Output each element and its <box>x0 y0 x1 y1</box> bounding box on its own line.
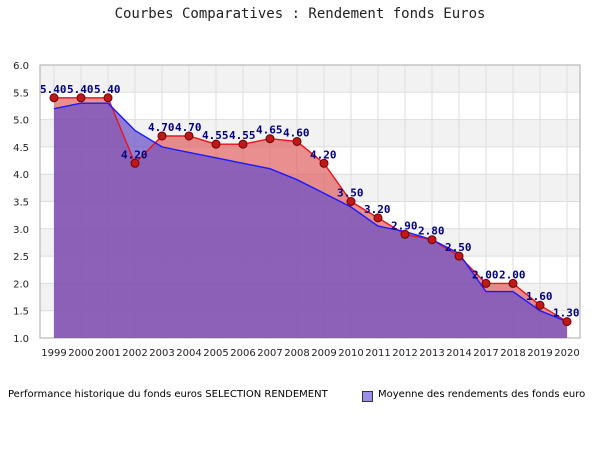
markers-selection-rendement <box>49 93 572 327</box>
data-label: 2.00 <box>472 268 499 281</box>
x-tick-label: 2003 <box>149 348 174 359</box>
legend-swatch-moyenne <box>362 391 373 402</box>
data-point <box>481 278 491 288</box>
x-tick-label: 2005 <box>203 348 228 359</box>
data-label: 4.70 <box>175 121 202 134</box>
data-point <box>103 93 113 103</box>
data-labels: 5.40 5.40 5.404.204.70 4.704.55 4.55 4.65 4.60… <box>40 83 580 320</box>
legend: Performance historique du fonds euros SE… <box>8 389 600 405</box>
x-tick-label: 2014 <box>446 348 471 359</box>
data-point <box>400 229 410 239</box>
data-point <box>454 251 464 261</box>
x-tick-label: 2000 <box>68 348 93 359</box>
y-tick-label: 4.5 <box>13 143 29 154</box>
data-label: 5.40 <box>40 83 67 96</box>
data-label: 4.55 <box>202 129 229 142</box>
data-label: 3.50 <box>337 187 364 200</box>
data-label: 1.60 <box>526 290 553 303</box>
legend-label-moyenne: Moyenne des rendements des fonds euro <box>378 389 586 400</box>
x-tick-label: 1999 <box>41 348 66 359</box>
data-label: 4.60 <box>283 126 310 139</box>
x-tick-label: 2013 <box>419 348 444 359</box>
data-label: 4.55 <box>229 129 256 142</box>
data-label: 5.40 <box>94 83 121 96</box>
y-tick-label: 5.5 <box>13 88 29 99</box>
line-moyenne <box>53 102 568 323</box>
area-moyenne <box>54 103 567 338</box>
data-point <box>292 136 302 146</box>
grid-band <box>40 65 580 93</box>
x-tick-label: 2019 <box>527 348 552 359</box>
y-tick-label: 2.5 <box>13 252 29 263</box>
x-tick-label: 2010 <box>338 348 363 359</box>
data-point <box>184 131 194 141</box>
y-tick-label: 3.5 <box>13 198 29 209</box>
chart-title: Courbes Comparatives : Rendement fonds E… <box>114 6 486 22</box>
data-label: 3.20 <box>364 203 391 216</box>
data-point <box>49 93 59 103</box>
x-tick-label: 2004 <box>176 348 201 359</box>
x-tick-label: 2017 <box>473 348 498 359</box>
data-label: 2.80 <box>418 225 445 238</box>
data-point <box>130 158 140 168</box>
data-point <box>535 300 545 310</box>
data-point <box>319 158 329 168</box>
legend-item-selection-rendement: Performance historique du fonds euros SE… <box>8 389 328 400</box>
data-label: 4.20 <box>121 148 148 161</box>
x-axis-ticks: 1999 2000 2001 2002 2003 2004 2005 2006 2007 2008… <box>41 348 579 359</box>
data-point <box>508 278 518 288</box>
x-tick-label: 2001 <box>95 348 120 359</box>
legend-label-selection-rendement: Performance historique du fonds euros SE… <box>8 389 328 400</box>
data-point <box>427 235 437 245</box>
data-point <box>265 134 275 144</box>
y-tick-label: 1.0 <box>13 334 29 345</box>
y-axis-ticks: 1.0 1.5 2.0 2.5 3.0 3.5 4.0 4.5 5.0 5.5 6.0 <box>13 61 29 345</box>
x-tick-label: 2012 <box>392 348 417 359</box>
y-tick-label: 6.0 <box>13 61 29 72</box>
x-tick-label: 2018 <box>500 348 525 359</box>
data-label: 2.50 <box>445 241 472 254</box>
x-tick-label: 2006 <box>230 348 255 359</box>
y-tick-label: 1.5 <box>13 307 29 318</box>
x-tick-label: 2008 <box>284 348 309 359</box>
data-label: 2.00 <box>499 268 526 281</box>
data-point <box>76 93 86 103</box>
data-point <box>562 317 572 327</box>
data-label: 1.30 <box>553 307 580 320</box>
data-label: 4.70 <box>148 121 175 134</box>
data-label: 4.20 <box>310 148 337 161</box>
y-tick-label: 2.0 <box>13 279 29 290</box>
data-label: 4.65 <box>256 124 283 137</box>
x-tick-label: 2011 <box>365 348 390 359</box>
x-tick-label: 2007 <box>257 348 282 359</box>
data-label: 5.40 <box>67 83 94 96</box>
x-tick-label: 2002 <box>122 348 147 359</box>
y-tick-label: 3.0 <box>13 225 29 236</box>
data-point <box>373 213 383 223</box>
data-point <box>238 139 248 149</box>
data-label: 2.90 <box>391 219 418 232</box>
line-selection-rendement <box>54 97 568 323</box>
x-tick-label: 2009 <box>311 348 336 359</box>
data-point <box>211 139 221 149</box>
grid-band <box>40 92 580 120</box>
data-point <box>157 131 167 141</box>
x-tick-label: 2020 <box>554 348 579 359</box>
y-tick-label: 5.0 <box>13 116 29 127</box>
data-point <box>346 197 356 206</box>
y-tick-label: 4.0 <box>13 170 29 181</box>
